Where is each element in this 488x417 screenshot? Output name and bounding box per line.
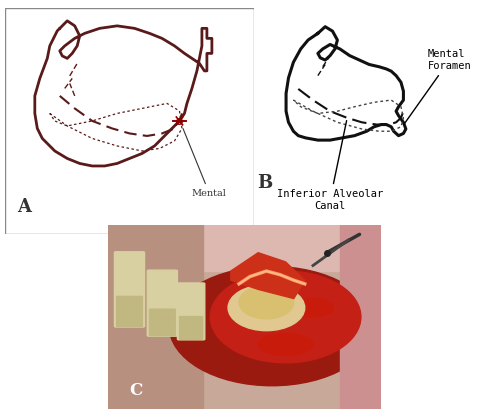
FancyBboxPatch shape: [179, 317, 202, 339]
Ellipse shape: [227, 285, 304, 331]
Bar: [340, 225, 381, 409]
Text: Mental
Foramen: Mental Foramen: [403, 49, 470, 125]
Ellipse shape: [239, 286, 293, 319]
Ellipse shape: [169, 266, 374, 386]
Ellipse shape: [292, 299, 333, 317]
FancyBboxPatch shape: [147, 270, 177, 336]
Bar: [107, 225, 381, 271]
Text: B: B: [256, 174, 271, 192]
Text: C: C: [129, 382, 142, 399]
FancyBboxPatch shape: [116, 296, 142, 327]
FancyBboxPatch shape: [177, 283, 204, 340]
Ellipse shape: [258, 334, 312, 355]
FancyBboxPatch shape: [149, 309, 175, 336]
Text: A: A: [18, 198, 31, 216]
Text: Mental: Mental: [183, 128, 226, 198]
Bar: [107, 225, 203, 409]
FancyBboxPatch shape: [114, 252, 144, 327]
Ellipse shape: [210, 271, 360, 363]
Polygon shape: [230, 253, 304, 299]
Text: Inferior Alveolar
Canal: Inferior Alveolar Canal: [276, 121, 383, 211]
Bar: [5, 8, 254, 234]
